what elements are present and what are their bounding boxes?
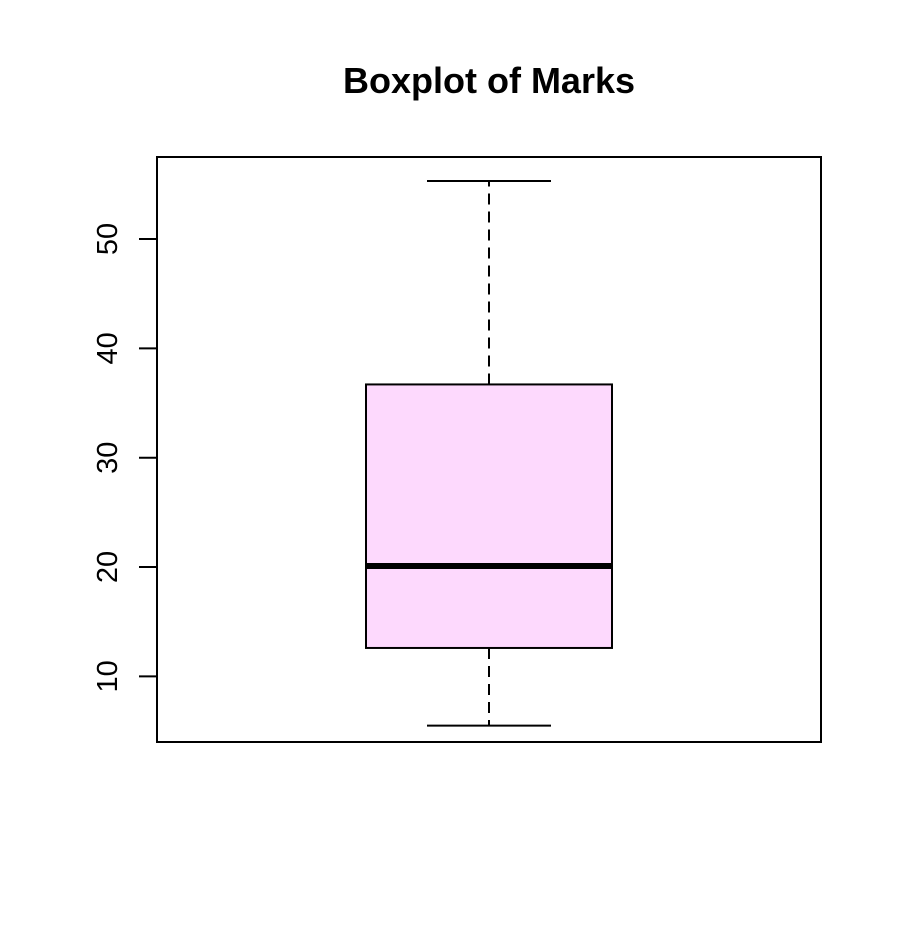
y-tick-label: 10 — [92, 660, 124, 692]
iqr-box — [365, 383, 613, 649]
y-tick-label: 20 — [92, 551, 124, 583]
y-tick-label: 50 — [92, 223, 124, 255]
y-axis: 10 20 30 40 50 — [92, 223, 158, 693]
y-tick-label: 40 — [92, 332, 124, 364]
box-group — [365, 180, 613, 727]
y-tick-label: 30 — [92, 442, 124, 474]
chart-title: Boxplot of Marks — [343, 60, 635, 101]
